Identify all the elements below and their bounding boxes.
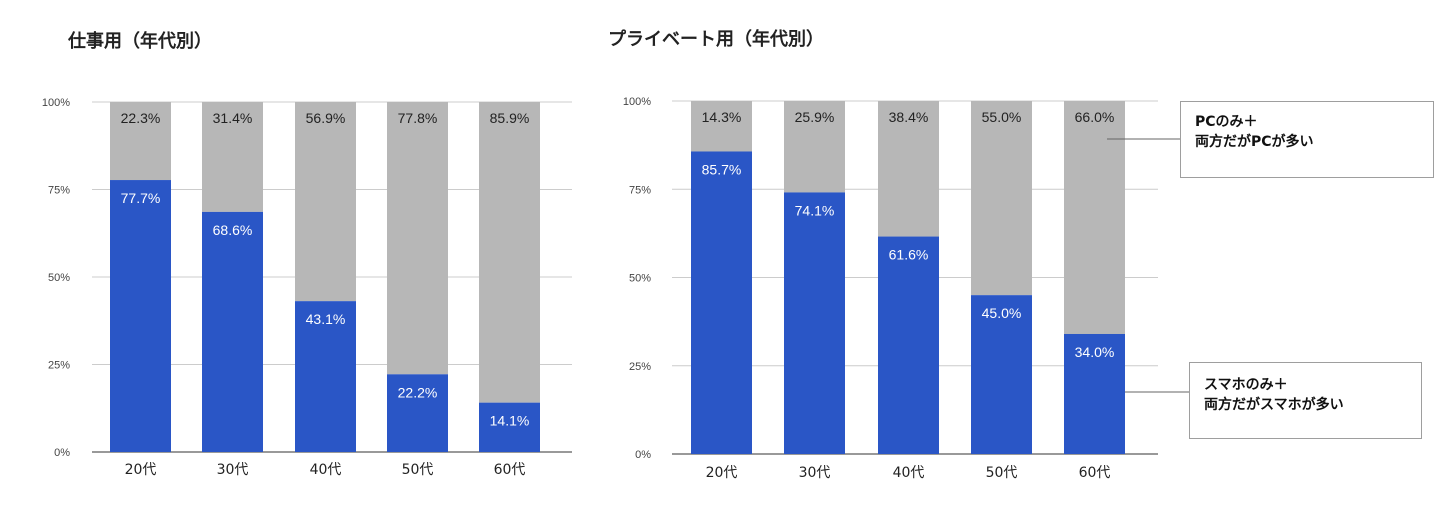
- private-bar-smartphone-20代: [691, 151, 752, 454]
- work-label-pc: 85.9%: [490, 110, 530, 126]
- work-ytick-label: 25%: [48, 360, 70, 372]
- private-ytick-label: 100%: [623, 96, 651, 108]
- work-bar-pc-60代: [479, 102, 540, 403]
- private-ytick-label: 0%: [635, 449, 651, 461]
- work-label-pc: 56.9%: [306, 110, 346, 126]
- private-label-pc: 14.3%: [702, 109, 742, 125]
- private-bar-pc-20代: [691, 101, 752, 152]
- work-bar-pc-30代: [202, 102, 263, 212]
- private-bar-smartphone-40代: [878, 236, 939, 454]
- private-bar-pc-60代: [1064, 101, 1125, 334]
- private-bar-pc-30代: [784, 101, 845, 193]
- work-ytick-label: 100%: [42, 97, 70, 109]
- private-bar-pc-40代: [878, 101, 939, 237]
- private-ytick-label: 50%: [629, 273, 651, 285]
- work-label-smartphone: 14.1%: [490, 413, 530, 429]
- work-category-label: 50代: [402, 462, 434, 478]
- private-label-smartphone: 61.6%: [889, 247, 929, 263]
- private-label-pc: 66.0%: [1075, 109, 1115, 125]
- work-label-smartphone: 43.1%: [306, 311, 346, 327]
- work-bar-pc-20代: [110, 102, 171, 181]
- private-chart-title: プライベート用（年代別）: [608, 29, 824, 50]
- private-label-smartphone: 74.1%: [795, 202, 835, 218]
- private-category-label: 60代: [1079, 465, 1111, 481]
- private-label-pc: 55.0%: [982, 109, 1022, 125]
- private-bar-smartphone-30代: [784, 192, 845, 454]
- private-ytick-label: 25%: [629, 361, 651, 373]
- work-label-smartphone: 77.7%: [121, 190, 161, 206]
- work-label-pc: 31.4%: [213, 110, 253, 126]
- private-category-label: 20代: [706, 465, 738, 481]
- legend-pc-line1: PCのみ＋: [1195, 114, 1258, 130]
- private-ytick-label: 75%: [629, 184, 651, 196]
- work-category-label: 40代: [310, 462, 342, 478]
- legend-callout-pc: PCのみ＋ 両方だがPCが多い: [1180, 101, 1434, 178]
- work-category-label: 60代: [494, 462, 526, 478]
- work-bar-smartphone-30代: [202, 211, 263, 452]
- work-bar-smartphone-50代: [387, 374, 448, 452]
- work-ytick-label: 50%: [48, 272, 70, 284]
- private-label-pc: 25.9%: [795, 109, 835, 125]
- private-bar-pc-50代: [971, 101, 1032, 296]
- private-label-smartphone: 85.7%: [702, 161, 742, 177]
- work-ytick-label: 0%: [54, 447, 70, 459]
- legend-smartphone-line1: スマホのみ＋: [1204, 377, 1288, 393]
- work-bar-smartphone-40代: [295, 301, 356, 452]
- private-bar-smartphone-50代: [971, 295, 1032, 454]
- work-bar-pc-40代: [295, 102, 356, 302]
- legend-smartphone-line2: 両方だがスマホが多い: [1204, 397, 1344, 413]
- work-label-pc: 77.8%: [398, 110, 438, 126]
- legend-callout-smartphone: スマホのみ＋ 両方だがスマホが多い: [1189, 362, 1422, 439]
- private-label-smartphone: 45.0%: [982, 305, 1022, 321]
- private-category-label: 40代: [893, 465, 925, 481]
- work-bar-smartphone-60代: [479, 402, 540, 452]
- work-label-smartphone: 22.2%: [398, 384, 438, 400]
- work-ytick-label: 75%: [48, 185, 70, 197]
- work-category-label: 20代: [125, 462, 157, 478]
- private-label-smartphone: 34.0%: [1075, 344, 1115, 360]
- work-bar-smartphone-20代: [110, 180, 171, 453]
- work-label-pc: 22.3%: [121, 110, 161, 126]
- private-category-label: 50代: [986, 465, 1018, 481]
- work-bar-pc-50代: [387, 102, 448, 375]
- work-chart-title: 仕事用（年代別）: [68, 31, 212, 52]
- private-label-pc: 38.4%: [889, 109, 929, 125]
- private-category-label: 30代: [799, 465, 831, 481]
- private-bar-smartphone-60代: [1064, 333, 1125, 454]
- work-label-smartphone: 68.6%: [213, 222, 253, 238]
- work-category-label: 30代: [217, 462, 249, 478]
- legend-pc-line2: 両方だがPCが多い: [1195, 134, 1314, 150]
